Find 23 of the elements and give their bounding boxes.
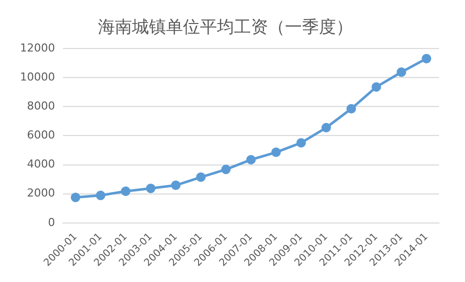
point — [96, 190, 106, 200]
point — [146, 184, 156, 194]
chart-title: 海南城镇单位平均工资（一季度） — [98, 18, 353, 38]
point — [196, 172, 206, 182]
point — [296, 138, 306, 148]
point — [70, 192, 80, 202]
y-tick-label: 8000 — [26, 99, 55, 112]
point — [321, 122, 331, 132]
point — [396, 67, 406, 77]
point — [372, 82, 382, 92]
y-tick-label: 4000 — [26, 158, 55, 171]
y-tick-label: 12000 — [20, 41, 55, 54]
point — [246, 154, 256, 164]
y-tick-label: 10000 — [20, 70, 55, 84]
y-tick-label: 6000 — [26, 128, 55, 142]
point — [120, 186, 130, 196]
point — [171, 180, 181, 190]
y-tick-label: 0 — [48, 216, 55, 229]
y-tick-label: 2000 — [26, 186, 55, 200]
point — [271, 148, 281, 158]
point — [422, 54, 432, 64]
point — [346, 104, 356, 114]
point — [221, 164, 231, 174]
